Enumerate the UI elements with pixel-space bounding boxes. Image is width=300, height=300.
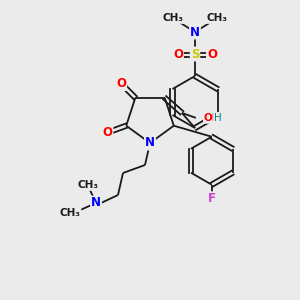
- Text: O: O: [102, 126, 112, 139]
- Text: CH₃: CH₃: [59, 208, 80, 218]
- Text: O: O: [207, 47, 217, 61]
- Text: O: O: [116, 77, 126, 90]
- Text: H: H: [214, 113, 222, 123]
- Text: N: N: [145, 136, 155, 149]
- Text: OH: OH: [204, 113, 221, 123]
- Text: N: N: [91, 196, 101, 209]
- Text: F: F: [208, 192, 216, 205]
- Text: S: S: [191, 47, 199, 61]
- Text: O: O: [173, 47, 183, 61]
- Text: CH₃: CH₃: [77, 180, 98, 190]
- Text: CH₃: CH₃: [163, 13, 184, 23]
- Text: N: N: [190, 26, 200, 38]
- Text: CH₃: CH₃: [206, 13, 227, 23]
